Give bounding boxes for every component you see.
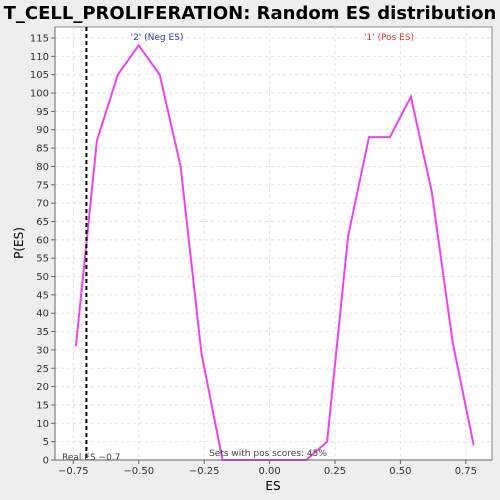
- y-axis-ticks: 0 5 10 15 20 25 30 35 40 45 50 55 60 65 70 75 80 85 90 95 10…: [30, 34, 55, 467]
- y-tick-label: 60: [36, 235, 49, 246]
- y-tick-label: 15: [36, 400, 49, 411]
- x-tick-label: 0.25: [324, 466, 346, 477]
- y-tick-label: 20: [36, 382, 49, 393]
- x-axis-ticks: −0.75 −0.50 −0.25 0.00 0.25 0.50 0.75: [58, 460, 477, 477]
- y-tick-label: 100: [30, 89, 49, 100]
- y-tick-label: 80: [36, 162, 49, 173]
- y-tick-label: 0: [43, 456, 49, 467]
- grid: [55, 27, 492, 460]
- y-tick-label: 70: [36, 199, 49, 210]
- x-axis-title: ES: [265, 479, 280, 493]
- y-tick-label: 45: [36, 290, 49, 301]
- x-tick-label: −0.75: [58, 466, 89, 477]
- y-tick-label: 110: [30, 52, 49, 63]
- y-tick-label: 95: [36, 107, 49, 118]
- y-tick-label: 85: [36, 144, 49, 155]
- y-tick-label: 35: [36, 327, 49, 338]
- x-tick-label: 0.50: [389, 466, 411, 477]
- pos-es-label: '1' (Pos ES): [364, 33, 414, 43]
- y-tick-label: 75: [36, 180, 49, 191]
- y-tick-label: 5: [43, 437, 49, 448]
- chart-title: T_CELL_PROLIFERATION: Random ES distribu…: [4, 3, 497, 24]
- x-tick-label: −0.25: [189, 466, 220, 477]
- y-tick-label: 65: [36, 217, 49, 228]
- y-tick-label: 30: [36, 345, 49, 356]
- y-tick-label: 10: [36, 419, 49, 430]
- y-tick-label: 40: [36, 309, 49, 320]
- plot-area: [54, 26, 493, 461]
- y-tick-label: 25: [36, 364, 49, 375]
- real-es-label: Real ES −0.7: [62, 453, 120, 463]
- y-axis-title: P(ES): [12, 227, 26, 259]
- x-tick-label: −0.50: [123, 466, 154, 477]
- x-tick-label: 0.75: [455, 466, 477, 477]
- y-tick-label: 55: [36, 254, 49, 265]
- y-tick-label: 105: [30, 70, 49, 81]
- pos-scores-label: Sets with pos scores: 45%: [209, 449, 327, 459]
- y-tick-label: 115: [30, 34, 49, 45]
- neg-es-label: '2' (Neg ES): [131, 33, 184, 43]
- y-tick-label: 50: [36, 272, 49, 283]
- x-tick-label: 0.00: [258, 466, 280, 477]
- y-tick-label: 90: [36, 125, 49, 136]
